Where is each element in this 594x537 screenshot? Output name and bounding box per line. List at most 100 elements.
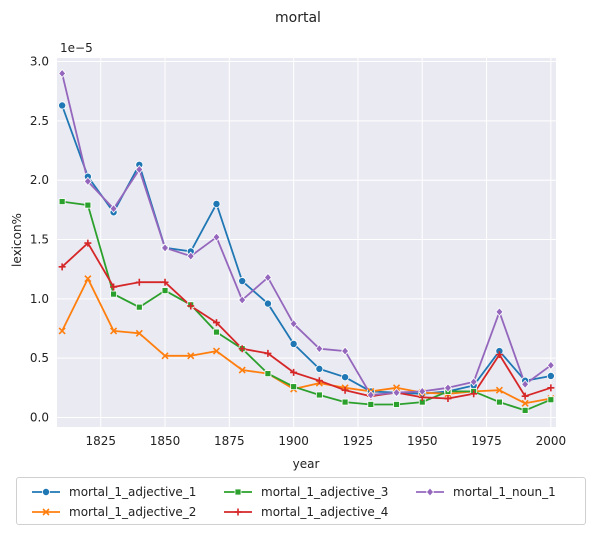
series-line-mortal_1_noun_1: [61, 73, 552, 396]
data-point-mortal_1_noun_1: [212, 232, 221, 242]
data-point-mortal_1_adjective_4: [135, 278, 143, 286]
data-point-mortal_1_noun_1: [521, 379, 530, 389]
legend-label: mortal_1_adjective_3: [261, 485, 389, 499]
data-point-mortal_1_adjective_2: [58, 327, 66, 335]
data-point-mortal_1_noun_1: [186, 251, 195, 261]
legend-item-mortal_1_adjective_1: mortal_1_adjective_1: [31, 482, 196, 502]
data-point-mortal_1_adjective_4: [161, 278, 169, 286]
y-scale-label: 1e−5: [60, 41, 93, 55]
data-point-mortal_1_noun_1: [392, 387, 401, 398]
data-point-mortal_1_adjective_4: [290, 368, 298, 376]
chart-title: mortal: [275, 10, 321, 26]
data-point-mortal_1_adjective_1: [238, 277, 247, 286]
data-point-mortal_1_adjective_4: [521, 392, 529, 400]
data-point-mortal_1_adjective_1: [58, 101, 67, 110]
y-tick-label: 1.5: [30, 233, 49, 247]
x-tick-label: 1950: [407, 434, 438, 448]
legend-marker: [425, 487, 435, 497]
data-point-mortal_1_adjective_3: [367, 401, 375, 408]
data-point-mortal_1_adjective_1: [315, 364, 324, 373]
data-point-mortal_1_noun_1: [418, 386, 427, 397]
data-point-mortal_1_adjective_4: [315, 377, 323, 385]
data-point-mortal_1_adjective_4: [58, 263, 66, 271]
data-point-mortal_1_adjective_2: [238, 366, 246, 374]
data-point-mortal_1_adjective_2: [187, 352, 195, 360]
data-point-mortal_1_noun_1: [58, 68, 67, 79]
y-tick-label: 1.0: [30, 292, 49, 306]
x-axis-label: year: [293, 457, 320, 471]
data-point-mortal_1_adjective_4: [444, 395, 452, 403]
legend-item-mortal_1_noun_1: mortal_1_noun_1: [415, 482, 556, 502]
data-point-mortal_1_adjective_3: [315, 391, 323, 399]
data-point-mortal_1_adjective_1: [289, 339, 298, 348]
legend-marker: [234, 508, 242, 516]
data-point-mortal_1_adjective_3: [290, 383, 298, 391]
data-point-mortal_1_adjective_3: [213, 328, 220, 336]
data-point-mortal_1_noun_1: [289, 319, 298, 329]
series-line-mortal_1_adjective_4: [61, 242, 552, 400]
data-point-mortal_1_adjective_4: [238, 345, 246, 353]
legend-item-mortal_1_adjective_4: mortal_1_adjective_4: [223, 502, 388, 522]
y-tick-label: 0.0: [30, 411, 49, 425]
data-point-mortal_1_noun_1: [238, 295, 247, 305]
y-tick-label: 2.5: [30, 114, 49, 128]
data-point-mortal_1_adjective_2: [521, 399, 529, 407]
data-point-mortal_1_noun_1: [135, 164, 144, 175]
legend-label: mortal_1_adjective_2: [69, 505, 197, 519]
y-axis-label: lexicon%: [10, 213, 24, 267]
y-tick-labels: 0.0 0.5 1.0 1.5 2.0 2.5 3.0: [30, 55, 49, 425]
grid-lines: [57, 58, 556, 427]
x-tick-label: 1850: [150, 434, 181, 448]
data-point-mortal_1_noun_1: [469, 377, 478, 387]
data-point-mortal_1_adjective_4: [212, 319, 220, 327]
x-tick-labels: 1825 1850 1875 1900 1925 1950 1975 2000: [85, 434, 566, 448]
data-point-mortal_1_adjective_4: [84, 239, 92, 247]
chart: mortal 1825 1850 1875 1900 1925 1950 1975 2000 …: [10, 10, 566, 471]
data-point-mortal_1_adjective_3: [496, 398, 503, 406]
series-markers: [58, 68, 555, 414]
legend-swatch: [224, 488, 252, 496]
data-point-mortal_1_adjective_2: [110, 327, 118, 335]
series-lines: [61, 73, 552, 412]
data-point-mortal_1_adjective_3: [393, 401, 400, 408]
legend-marker: [234, 488, 242, 496]
data-point-mortal_1_adjective_4: [495, 351, 503, 359]
data-point-mortal_1_adjective_2: [212, 347, 221, 355]
legend-item-mortal_1_adjective_2: mortal_1_adjective_2: [31, 502, 196, 522]
legend-marker: [41, 488, 50, 496]
y-tick-label: 3.0: [30, 55, 49, 69]
legend-marker: [42, 508, 50, 516]
data-point-mortal_1_adjective_3: [135, 303, 143, 311]
data-point-mortal_1_noun_1: [109, 204, 118, 214]
y-tick-label: 2.0: [30, 173, 49, 187]
series-line-mortal_1_adjective_3: [61, 200, 552, 412]
data-point-mortal_1_noun_1: [546, 360, 555, 370]
data-point-mortal_1_noun_1: [366, 390, 375, 400]
x-tick-label: 1900: [278, 434, 309, 448]
series-line-mortal_1_adjective_1: [61, 105, 552, 395]
data-point-mortal_1_adjective_2: [161, 352, 169, 360]
data-point-mortal_1_adjective_3: [521, 406, 529, 414]
legend-swatch: [224, 508, 252, 516]
data-point-mortal_1_adjective_3: [547, 396, 555, 404]
data-point-mortal_1_adjective_2: [392, 384, 401, 392]
data-point-mortal_1_noun_1: [341, 346, 350, 356]
plot-area: [57, 58, 556, 427]
x-tick-label: 2000: [536, 434, 567, 448]
x-tick-label: 1875: [214, 434, 245, 448]
data-point-mortal_1_noun_1: [443, 383, 453, 393]
x-tick-label: 1825: [85, 434, 116, 448]
data-point-mortal_1_adjective_3: [341, 398, 349, 406]
data-point-mortal_1_adjective_1: [263, 299, 272, 308]
data-point-mortal_1_adjective_2: [84, 275, 92, 283]
data-point-mortal_1_adjective_4: [341, 386, 349, 394]
legend: mortal_1_adjective_1 mortal_1_adjective_2…: [16, 477, 586, 525]
legend-swatch: [416, 487, 444, 497]
legend-swatch: [32, 508, 60, 516]
data-point-mortal_1_adjective_4: [547, 384, 555, 392]
x-tick-label: 1925: [343, 434, 374, 448]
data-point-mortal_1_noun_1: [315, 344, 324, 354]
data-point-mortal_1_adjective_3: [58, 198, 66, 205]
data-point-mortal_1_adjective_3: [264, 370, 272, 378]
data-point-mortal_1_adjective_2: [495, 386, 503, 394]
